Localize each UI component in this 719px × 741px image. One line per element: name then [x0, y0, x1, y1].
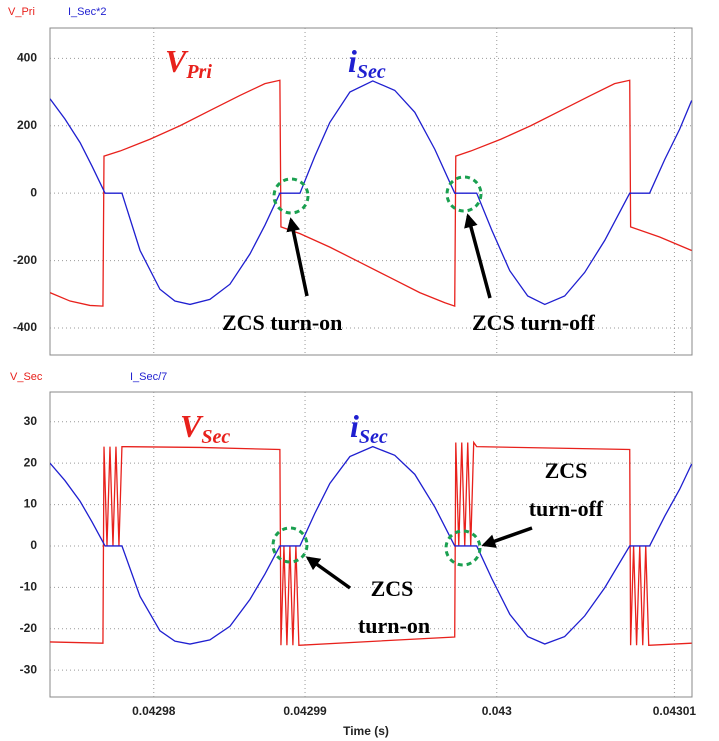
legend-label: I_Sec*2: [68, 6, 107, 18]
annotation: ZCS: [545, 458, 588, 483]
y-tick-label: 0: [30, 538, 37, 552]
y-tick-label: -20: [20, 621, 38, 635]
x-tick-label: 0.04299: [283, 704, 327, 718]
annotation: ZCS turn-on: [222, 310, 342, 335]
annotation: ZCS: [371, 576, 414, 601]
arrow: [305, 556, 352, 590]
y-tick-label: -400: [13, 320, 37, 334]
annotation: VSec: [180, 408, 230, 448]
y-tick-label: 400: [17, 51, 37, 65]
series-line: [50, 445, 692, 645]
x-axis-label: Time (s): [343, 724, 389, 738]
plot-area: [49, 391, 693, 698]
zcs-marker: [445, 175, 483, 213]
y-tick-label: -200: [13, 253, 37, 267]
y-tick-label: -30: [20, 662, 38, 676]
arrow: [481, 526, 533, 548]
annotation: ZCS turn-off: [472, 310, 596, 335]
legend-label: V_Sec: [10, 371, 43, 383]
series-line: [50, 440, 692, 646]
x-tick-label: 0.04298: [132, 704, 176, 718]
annotation: iSec: [348, 43, 386, 83]
zcs-marker: [271, 526, 309, 564]
annotation: turn-on: [358, 613, 430, 638]
arrow: [286, 217, 309, 297]
annotation: iSec: [350, 408, 388, 448]
y-tick-label: 0: [30, 185, 37, 199]
y-tick-label: 200: [17, 118, 37, 132]
x-tick-label: 0.04301: [653, 704, 697, 718]
legend-label: I_Sec/7: [130, 371, 167, 383]
zcs-marker: [272, 177, 310, 215]
y-tick-label: -10: [20, 580, 38, 594]
annotation: VPri: [165, 43, 212, 83]
y-tick-label: 30: [24, 414, 38, 428]
x-tick-label: 0.043: [482, 704, 512, 718]
series-line: [50, 80, 692, 306]
arrow: [464, 213, 492, 299]
annotation: turn-off: [529, 496, 604, 521]
zcs-marker: [444, 529, 482, 567]
legend-label: V_Pri: [8, 6, 35, 18]
series-line: [50, 79, 692, 308]
y-tick-label: 10: [24, 497, 38, 511]
y-tick-label: 20: [24, 455, 38, 469]
